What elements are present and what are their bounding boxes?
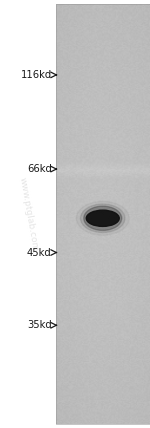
Text: 116kd: 116kd — [21, 70, 52, 80]
Ellipse shape — [86, 210, 119, 226]
Ellipse shape — [84, 206, 122, 230]
Bar — [56, 4, 150, 424]
Ellipse shape — [81, 204, 125, 232]
Text: 66kd: 66kd — [27, 164, 52, 174]
Text: 35kd: 35kd — [27, 320, 52, 330]
Text: www.ptglab.com: www.ptglab.com — [18, 176, 39, 252]
Text: 45kd: 45kd — [27, 247, 52, 258]
